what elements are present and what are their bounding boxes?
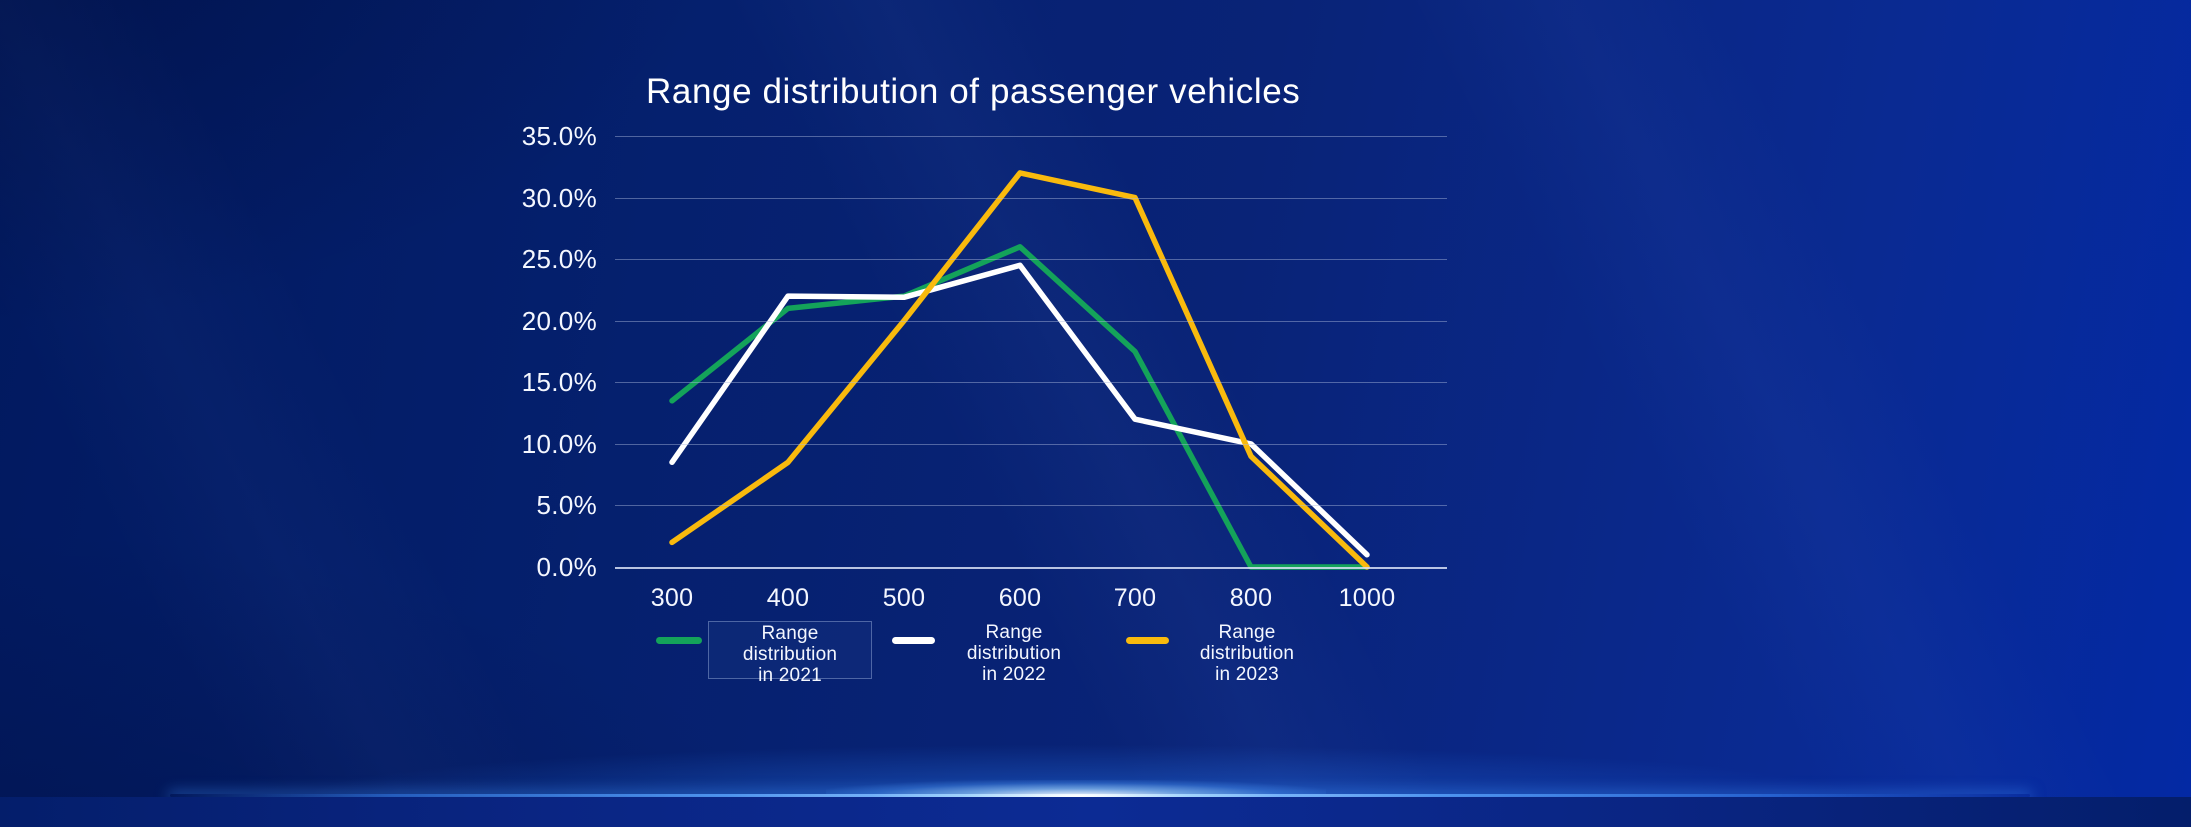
x-tick-label: 700 [1113, 584, 1157, 612]
x-tick-label: 500 [882, 584, 926, 612]
y-tick-label: 10.0% [521, 429, 597, 459]
plot-area [615, 136, 1447, 570]
y-tick-label: 20.0% [521, 306, 597, 336]
line-2021 [669, 244, 1370, 570]
legend-label-line: distribution [966, 643, 1062, 664]
legend-label-2022[interactable]: Range distribution in 2022 [939, 622, 1089, 685]
gridline [615, 198, 1447, 199]
x-tick-label: 800 [1229, 584, 1273, 612]
legend-label-line: distribution [1199, 643, 1295, 664]
gridline [615, 382, 1447, 383]
y-tick-label: 25.0% [521, 244, 597, 274]
x-tick-label: 400 [766, 584, 810, 612]
line-2022 [669, 262, 1370, 558]
x-tick-label: 1000 [1338, 584, 1396, 612]
legend-label-line: Range [985, 622, 1043, 643]
y-tick-label: 35.0% [521, 121, 597, 151]
x-tick-label: 300 [650, 584, 694, 612]
legend-label-line: in 2021 [758, 665, 822, 686]
legend-label-line: Range [761, 623, 819, 644]
legend-swatch-2023[interactable] [1126, 637, 1169, 644]
legend-swatch-2021[interactable] [656, 637, 702, 644]
x-axis-line [615, 567, 1447, 569]
y-tick-label: 5.0% [536, 490, 597, 520]
chart-title: Range distribution of passenger vehicles [646, 72, 1301, 111]
gridline [615, 259, 1447, 260]
gridline [615, 444, 1447, 445]
x-tick-label: 600 [998, 584, 1042, 612]
legend-label-line: in 2022 [982, 664, 1046, 685]
y-tick-label: 0.0% [536, 552, 597, 582]
gridline [615, 321, 1447, 322]
legend-label-line: in 2023 [1215, 664, 1279, 685]
legend-label-line: distribution [742, 644, 838, 665]
line-chart-svg [669, 170, 1370, 570]
legend-label-line: Range [1218, 622, 1276, 643]
line-2023 [669, 170, 1370, 570]
bottom-band [0, 797, 2191, 827]
y-tick-label: 15.0% [521, 367, 597, 397]
gridline [615, 136, 1447, 137]
legend-swatch-2022[interactable] [892, 637, 935, 644]
y-tick-label: 30.0% [521, 183, 597, 213]
gridline [615, 505, 1447, 506]
legend-label-2021[interactable]: Range distribution in 2021 [708, 621, 872, 686]
legend-label-2023[interactable]: Range distribution in 2023 [1172, 622, 1322, 685]
